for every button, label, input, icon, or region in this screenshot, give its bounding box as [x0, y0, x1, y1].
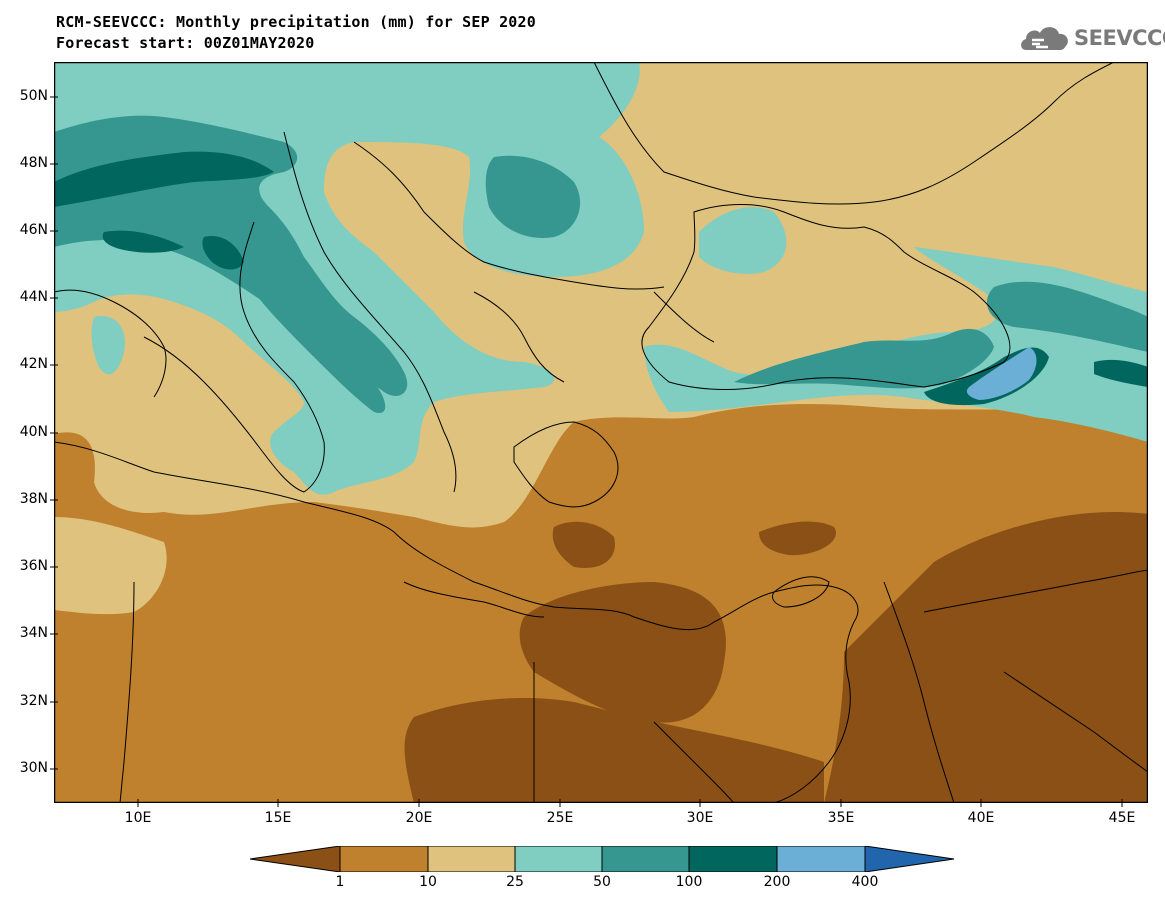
precipitation-map: [54, 62, 1148, 803]
lon-label-30e: 30E: [686, 810, 714, 826]
precip-band-below-1-east: [824, 512, 1148, 803]
seevccc-logo: SEEVCCC: [1018, 20, 1165, 56]
precip-band-25-50-corsica: [91, 316, 125, 375]
lat-label-38n: 38N: [19, 491, 48, 507]
precip-band-50-100-carpathians: [485, 155, 581, 238]
cloud-logo-icon: [1021, 27, 1068, 50]
precip-band-10-25-algeria: [54, 517, 167, 615]
precip-band-25-50-blacksea: [699, 207, 787, 274]
lat-label-42n: 42N: [19, 356, 48, 372]
colorbar-segment-1-10: [339, 846, 429, 872]
colorbar-label-10: 10: [419, 874, 437, 890]
lon-label-20e: 20E: [405, 810, 433, 826]
colorbar-label-25: 25: [506, 874, 524, 890]
colorbar-label-1: 1: [335, 874, 345, 890]
lat-label-40n: 40N: [19, 424, 48, 440]
title-line-2: Forecast start: 00Z01MAY2020: [56, 34, 315, 52]
lat-label-36n: 36N: [19, 558, 48, 574]
lon-label-45e: 45E: [1108, 810, 1136, 826]
colorbar-segment-above-400: [864, 846, 955, 872]
colorbar-label-400: 400: [851, 874, 879, 890]
lon-label-25e: 25E: [546, 810, 574, 826]
title-line-1: RCM-SEEVCCC: Monthly precipitation (mm) …: [56, 13, 536, 31]
precip-band-50-100-pontic: [734, 281, 1148, 389]
precipitation-colorbar: [250, 846, 955, 872]
colorbar-segment-below-1: [250, 846, 341, 872]
colorbar-segment-100-200: [688, 846, 778, 872]
map-title: RCM-SEEVCCC: Monthly precipitation (mm) …: [56, 12, 536, 54]
lat-label-46n: 46N: [19, 222, 48, 238]
lon-label-10e: 10E: [124, 810, 152, 826]
colorbar-label-50: 50: [593, 874, 611, 890]
coastlines: [54, 62, 1148, 803]
lat-label-30n: 30N: [19, 760, 48, 776]
logo-text: SEEVCCC: [1074, 26, 1165, 50]
precip-band-below-1-anatolia: [759, 521, 836, 556]
colorbar-segment-25-50: [514, 846, 603, 872]
colorbar-segment-50-100: [601, 846, 690, 872]
precip-band-100-200-alps: [54, 151, 274, 253]
precip-band-200-400-georgia: [966, 347, 1037, 400]
colorbar-segment-200-400: [776, 846, 866, 872]
precip-band-below-1-central: [519, 582, 726, 723]
lat-label-44n: 44N: [19, 289, 48, 305]
colorbar-label-100: 100: [675, 874, 703, 890]
precip-band-25-50-italy: [318, 405, 359, 452]
precip-band-below-1-libya: [404, 697, 824, 803]
lon-label-15e: 15E: [264, 810, 292, 826]
precip-band-50-100-adriatic: [254, 262, 386, 413]
colorbar-label-200: 200: [763, 874, 791, 890]
precip-band-below-1-aegean: [552, 521, 615, 568]
lon-label-40e: 40E: [967, 810, 995, 826]
lon-label-35e: 35E: [827, 810, 855, 826]
lat-label-48n: 48N: [19, 155, 48, 171]
lat-label-50n: 50N: [19, 88, 48, 104]
precip-band-100-200-adriatic: [202, 236, 244, 270]
lat-label-32n: 32N: [19, 693, 48, 709]
colorbar-segment-10-25: [427, 846, 516, 872]
lat-label-34n: 34N: [19, 625, 48, 641]
